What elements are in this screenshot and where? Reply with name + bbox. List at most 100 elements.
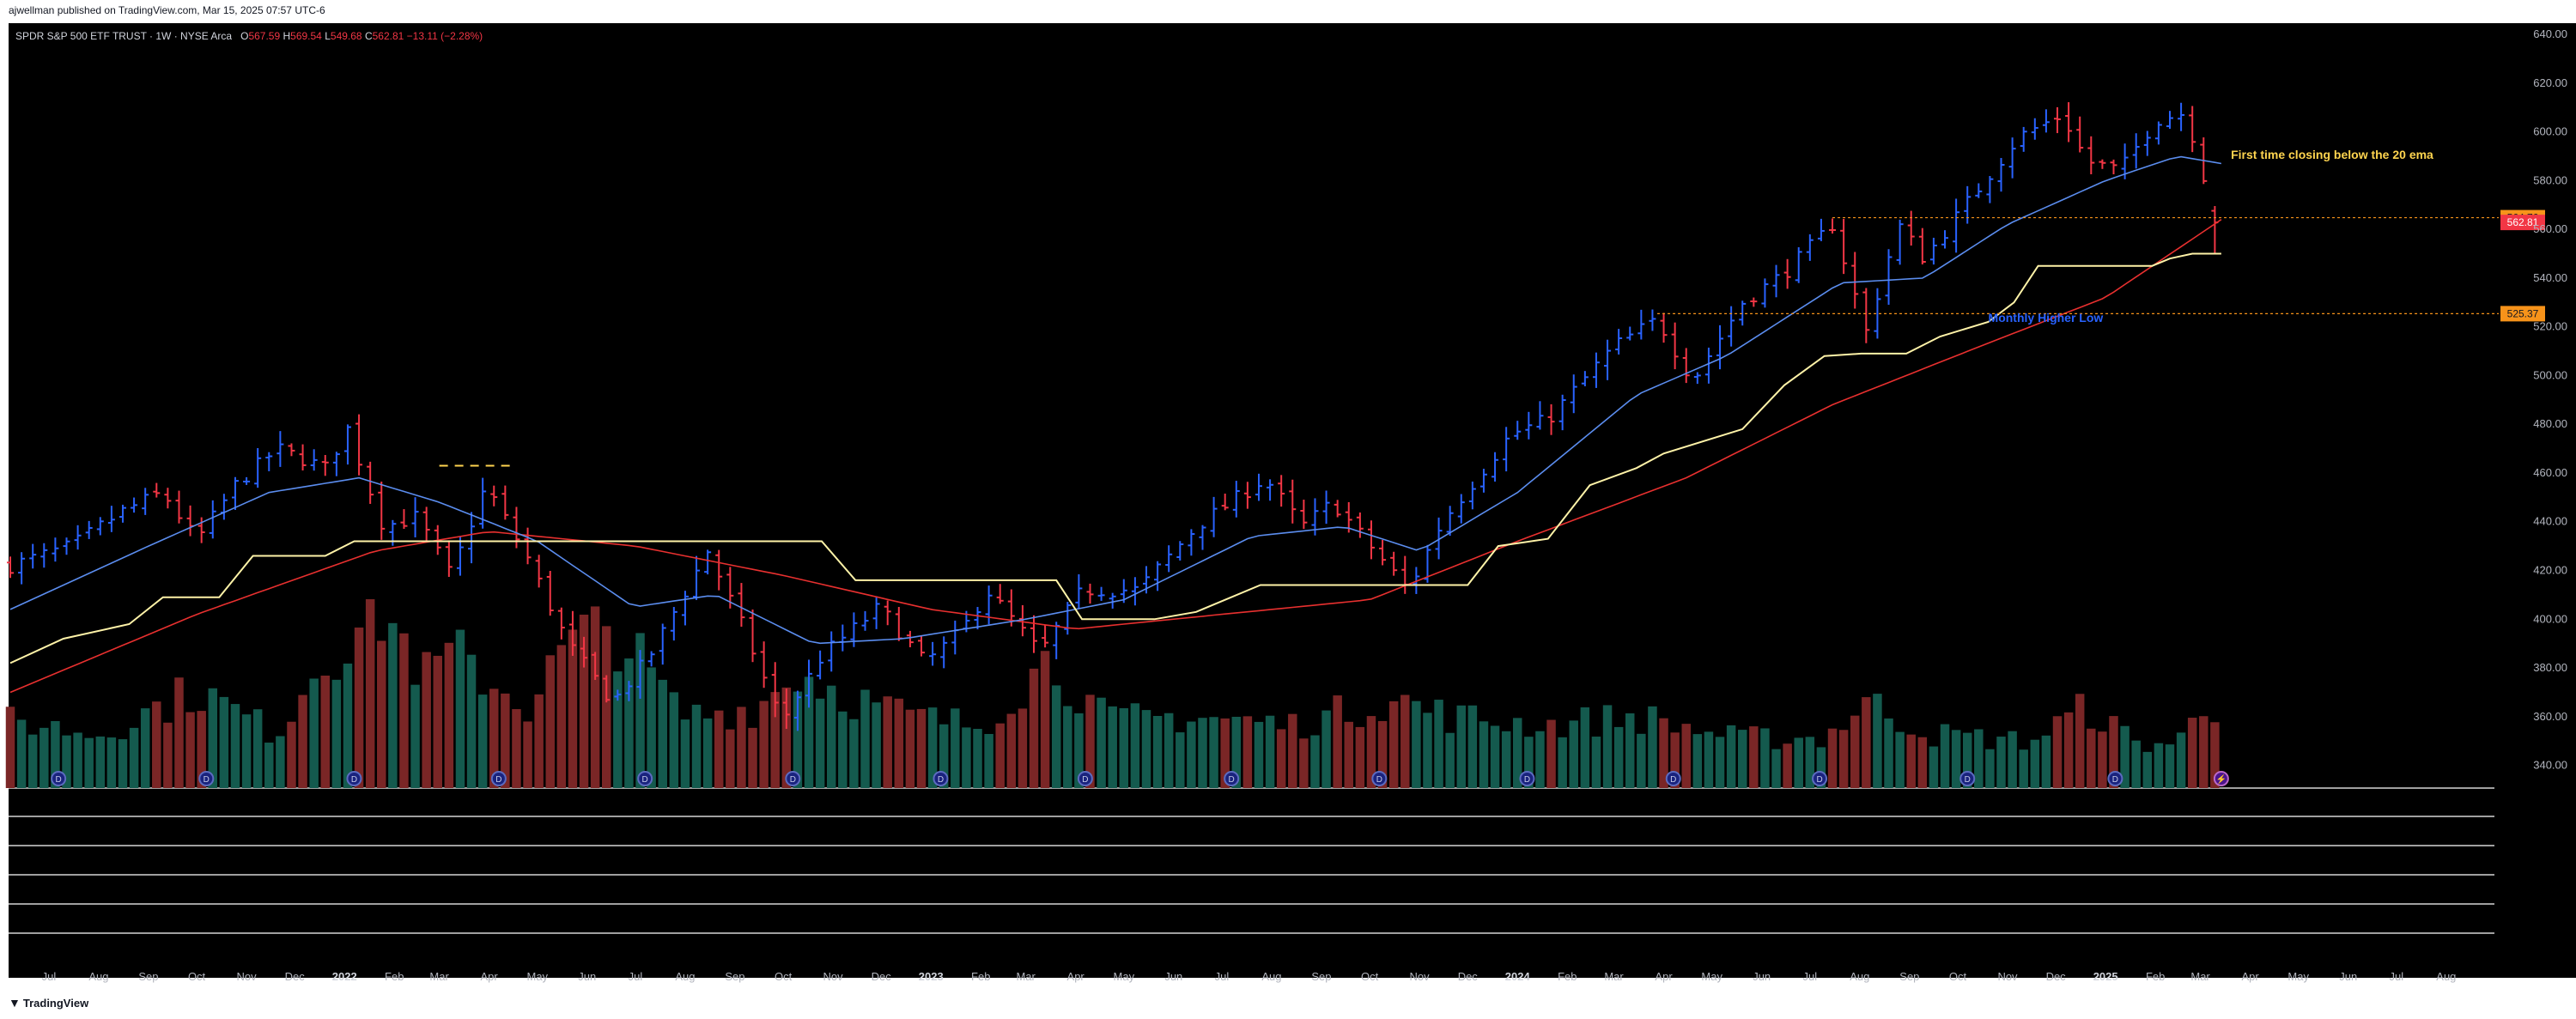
volume-bar — [556, 645, 567, 788]
volume-bar — [354, 628, 364, 788]
dividend-event-icon-glyph: D — [1524, 775, 1530, 785]
x-tick-label: Oct — [1361, 970, 1379, 983]
volume-bar — [1996, 737, 2006, 788]
volume-bar — [1310, 735, 1320, 788]
volume-bar — [894, 698, 904, 788]
volume-bar — [512, 709, 521, 788]
dividend-event-icon — [785, 771, 801, 786]
published-caption: ajwellman published on TradingView.com, … — [9, 4, 325, 16]
x-tick-label: Aug — [2436, 970, 2456, 983]
volume-bar — [680, 719, 690, 788]
volume-bar — [1558, 737, 1567, 788]
x-tick-label: Feb — [971, 970, 990, 983]
volume-bar — [1659, 718, 1668, 788]
volume-bar — [1141, 710, 1151, 788]
volume-bar — [1704, 731, 1714, 788]
x-tick-label: Oct — [188, 970, 206, 983]
y-tick-label: 540.00 — [2533, 271, 2567, 284]
x-tick-label: May — [2287, 970, 2309, 983]
volume-bar — [1490, 725, 1500, 788]
volume-bar — [1648, 706, 1657, 788]
dividend-event-icon — [1077, 771, 1093, 786]
y-tick-label: 600.00 — [2533, 125, 2567, 138]
last-close-label: 562.81 — [2507, 216, 2539, 228]
volume-bar — [2030, 739, 2040, 788]
volume-bar — [883, 696, 892, 788]
volume-bar — [84, 737, 94, 788]
volume-bar — [73, 732, 82, 788]
volume-bar — [872, 702, 881, 788]
x-tick-label: Jun — [2339, 970, 2357, 983]
volume-bar — [2154, 743, 2164, 788]
volume-bar — [276, 736, 285, 788]
dividend-event-icon-glyph: D — [1376, 775, 1382, 785]
volume-bar — [815, 698, 825, 788]
volume-bar — [2165, 744, 2175, 788]
dividend-event-icon — [1812, 771, 1828, 786]
x-tick-label: 2025 — [2093, 970, 2118, 983]
chart-annotation-1: Monthly Higher Low — [1989, 311, 2104, 325]
x-tick-label: Apr — [2241, 970, 2259, 983]
y-tick-label: 380.00 — [2533, 661, 2567, 674]
dividend-event-icon-glyph: D — [642, 775, 648, 785]
volume-bar — [849, 719, 859, 788]
volume-bar — [826, 685, 836, 788]
volume-bar — [2063, 712, 2074, 788]
volume-bar — [1625, 713, 1635, 788]
volume-bar — [1097, 697, 1106, 788]
level-label-1: 525.37 — [2507, 307, 2539, 319]
volume-bar — [1063, 706, 1072, 788]
volume-bar — [1176, 732, 1185, 788]
legend-high: 569.54 — [290, 30, 322, 42]
volume-bar — [781, 687, 792, 788]
volume-bar — [613, 671, 623, 788]
volume-bar — [219, 696, 229, 788]
volume-bar — [309, 678, 319, 788]
volume-bar — [1085, 694, 1095, 788]
dividend-event-icon — [51, 771, 67, 786]
volume-bar — [185, 712, 195, 788]
volume-bar — [1152, 715, 1163, 788]
volume-bar — [1805, 737, 1815, 788]
dividend-event-icon-glyph: D — [1816, 775, 1822, 785]
volume-bar — [1940, 724, 1950, 788]
x-tick-label: Dec — [285, 970, 306, 983]
x-tick-label: 2024 — [1505, 970, 1531, 983]
volume-bar — [1591, 737, 1601, 788]
dividend-event-icon — [198, 771, 215, 786]
volume-bar — [1692, 734, 1703, 788]
x-tick-label: Apr — [1655, 970, 1673, 983]
volume-bar — [174, 677, 184, 788]
y-tick-label: 460.00 — [2533, 466, 2567, 479]
volume-bar — [241, 714, 252, 788]
brand-name: TradingView — [22, 996, 89, 1010]
volume-bar — [1670, 732, 1680, 788]
x-tick-label: Sep — [1899, 970, 1919, 983]
volume-bar — [1479, 721, 1489, 788]
x-tick-label: Aug — [1850, 970, 1869, 983]
volume-bar — [1771, 749, 1781, 788]
volume-bar — [1209, 717, 1218, 788]
x-tick-label: Sep — [138, 970, 158, 983]
x-tick-label: Mar — [429, 970, 449, 983]
volume-bar — [1006, 713, 1017, 788]
split-event-icon-glyph: ⚡ — [2216, 773, 2227, 785]
volume-bar — [905, 709, 915, 788]
volume-bar — [410, 684, 420, 788]
volume-bar — [433, 655, 443, 788]
volume-bar — [1288, 713, 1297, 788]
dividend-event-icon — [933, 771, 949, 786]
volume-bar — [118, 739, 128, 788]
x-tick-label: Aug — [88, 970, 108, 983]
legend-symbol: SPDR S&P 500 ETF TRUST · 1W · NYSE Arca — [15, 30, 233, 42]
volume-bar — [264, 743, 274, 788]
volume-bar — [62, 735, 71, 788]
volume-bar — [140, 708, 150, 788]
volume-bar — [838, 711, 848, 788]
legend-high-label: H — [283, 30, 291, 42]
volume-bar — [129, 727, 139, 788]
volume-bar — [1412, 701, 1421, 788]
volume-bar — [1423, 713, 1432, 788]
volume-bar — [1580, 707, 1590, 788]
